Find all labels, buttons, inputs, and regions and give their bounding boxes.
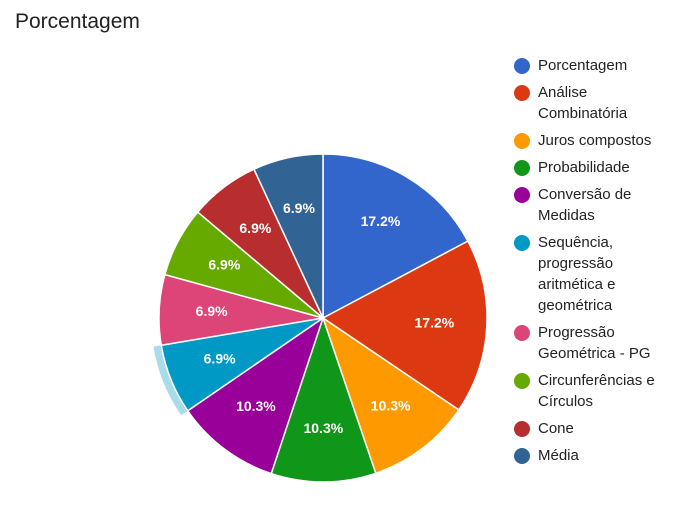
legend-swatch — [514, 373, 530, 389]
pie-slice-conversao-de-medidas[interactable] — [186, 316, 325, 475]
legend-label: Probabilidade — [538, 159, 630, 176]
legend-item-analise-combinatoria[interactable]: Análise Combinatória — [514, 82, 679, 124]
slice-label-cone: 6.9% — [239, 220, 271, 236]
chart-legend: Porcentagem Análise Combinatória Juros comp… — [514, 55, 679, 472]
legend-item-media[interactable]: Média — [514, 445, 679, 466]
slice-label-progressao-geometrica-pg: 6.9% — [196, 303, 228, 319]
legend-swatch — [514, 187, 530, 203]
pie-slice-media[interactable] — [252, 153, 324, 319]
slice-label-porcentagem: 17.2% — [361, 213, 401, 229]
legend-item-circunferencias-e-circulos[interactable]: Circunferências e Círculos — [514, 370, 679, 412]
legend-label: Conversão de Medidas — [538, 186, 632, 224]
legend-swatch — [514, 133, 530, 149]
legend-label: Progressão Geométrica - PG — [538, 324, 651, 362]
legend-label: Porcentagem — [538, 57, 628, 74]
slice-label-conversao-de-medidas: 10.3% — [236, 398, 276, 414]
legend-label: Circunferências e Círculos — [538, 372, 655, 410]
slice-label-media: 6.9% — [283, 200, 315, 216]
chart-title: Porcentagem — [15, 10, 140, 33]
slice-label-circunferencias-e-circulos: 6.9% — [208, 257, 240, 273]
pie-slice-porcentagem[interactable] — [322, 153, 469, 320]
legend-swatch — [514, 58, 530, 74]
pie-slice-juros-compostos[interactable] — [321, 316, 460, 475]
legend-label: Análise Combinatória — [538, 84, 628, 122]
slice-label-juros-compostos: 10.3% — [371, 397, 411, 413]
legend-swatch — [514, 235, 530, 251]
legend-item-porcentagem[interactable]: Porcentagem — [514, 55, 679, 76]
legend-swatch — [514, 85, 530, 101]
legend-swatch — [514, 160, 530, 176]
legend-item-progressao-geometrica-pg[interactable]: Progressão Geométrica - PG — [514, 322, 679, 364]
legend-label: Média — [538, 447, 579, 464]
slice-label-probabilidade: 10.3% — [303, 420, 343, 436]
pie-slice-probabilidade[interactable] — [270, 315, 377, 483]
slice-label-analise-combinatoria: 17.2% — [415, 315, 455, 331]
pie-slice-analise-combinatoria[interactable] — [321, 240, 488, 411]
legend-label: Sequência, progressão aritmética e geométri… — [538, 234, 616, 314]
slice-label-sequencia-progressao-aritmetica-e-geometrica: 6.9% — [204, 350, 236, 366]
legend-label: Cone — [538, 420, 574, 437]
legend-swatch — [514, 448, 530, 464]
legend-item-conversao-de-medidas[interactable]: Conversão de Medidas — [514, 184, 679, 226]
legend-swatch — [514, 421, 530, 437]
legend-swatch — [514, 325, 530, 341]
legend-label: Juros compostos — [538, 132, 652, 149]
legend-item-juros-compostos[interactable]: Juros compostos — [514, 130, 679, 151]
legend-item-sequencia-progressao-aritmetica-e-geometrica[interactable]: Sequência, progressão aritmética e geométri… — [514, 232, 679, 316]
legend-item-cone[interactable]: Cone — [514, 418, 679, 439]
legend-item-probabilidade[interactable]: Probabilidade — [514, 157, 679, 178]
